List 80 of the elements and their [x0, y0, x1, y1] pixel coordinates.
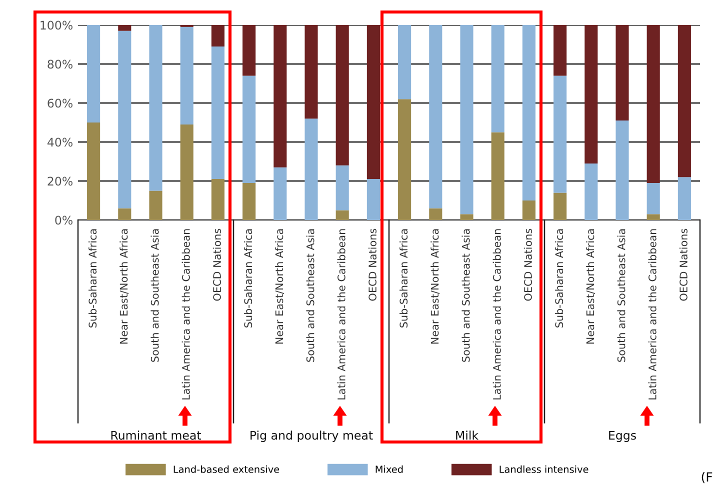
bar: [460, 214, 474, 220]
bar: [646, 214, 660, 220]
x-tick-label: Sub-Saharan Africa: [244, 229, 252, 328]
x-tick-label: Latin America and the Caribbean: [182, 229, 190, 400]
x-tick-label: Sub-Saharan Africa: [88, 229, 97, 328]
bar: [211, 25, 224, 46]
bar: [242, 76, 256, 183]
x-tick-label: Latin America and the Caribbean: [337, 229, 346, 400]
bar: [616, 25, 629, 121]
bar: [429, 208, 442, 220]
bar: [678, 25, 691, 178]
x-tick-label: Near East/North Africa: [120, 229, 128, 344]
y-tick-label: 80%: [48, 60, 72, 69]
bar: [678, 177, 691, 220]
bar: [242, 25, 256, 76]
bar: [554, 76, 567, 193]
x-tick-label: OECD Nations: [524, 228, 532, 301]
y-tick-label: 100%: [40, 20, 72, 30]
legend-label: Land-based extensive: [174, 465, 280, 473]
bar: [87, 25, 100, 122]
text: (F: [702, 472, 712, 484]
bar: [118, 25, 132, 31]
bar: [118, 208, 132, 220]
y-tick-label: 40%: [47, 138, 72, 147]
bar: [211, 179, 224, 220]
bar: [274, 25, 287, 168]
bar: [584, 163, 598, 220]
bar: [304, 25, 318, 119]
bar: [646, 182, 660, 214]
legend-label: Landless intensive: [500, 465, 588, 473]
text: Milk: [456, 430, 479, 440]
bar: [491, 132, 504, 220]
bar: [211, 46, 224, 180]
y-tick-label: 60%: [48, 98, 72, 108]
bar: [304, 118, 318, 220]
x-tick-label: South and Southeast Asia: [306, 229, 314, 362]
x-tick-label: South and Southeast Asia: [150, 229, 159, 362]
x-tick-label: Near East/North Africa: [275, 229, 284, 344]
bar: [180, 26, 194, 124]
text: Eggs: [609, 430, 636, 442]
bar: [366, 25, 380, 180]
y-tick-label: 0%: [55, 216, 72, 225]
bar: [149, 190, 162, 220]
bar: [242, 182, 256, 220]
bar: [336, 210, 349, 220]
text: Ruminant meat: [111, 430, 202, 440]
text: Pig and poultry meat: [250, 430, 373, 442]
x-tick-label: Latin America and the Caribbean: [492, 229, 501, 400]
bar: [646, 25, 660, 183]
bar: [584, 25, 598, 164]
x-tick-label: OECD Nations: [212, 228, 221, 301]
bar: [149, 25, 162, 191]
x-tick-label: OECD Nations: [679, 228, 688, 301]
x-tick-label: South and Southeast Asia: [462, 229, 470, 362]
legend-label: Mixed: [376, 465, 403, 473]
bar: [616, 120, 629, 220]
bar: [118, 30, 132, 208]
x-tick-label: Sub-Saharan Africa: [555, 229, 564, 328]
bar: [554, 192, 567, 220]
bar: [429, 25, 442, 208]
bar: [336, 25, 349, 166]
bar: [398, 99, 412, 220]
bar: [491, 25, 504, 132]
bar: [336, 165, 349, 210]
bar: [87, 122, 100, 220]
bar: [522, 200, 536, 220]
bar: [366, 179, 380, 220]
bar: [460, 25, 474, 214]
x-tick-label: Near East/North Africa: [586, 229, 595, 344]
x-tick-label: Near East/North Africa: [430, 229, 440, 344]
bar: [274, 167, 287, 220]
x-tick-label: South and Southeast Asia: [617, 229, 626, 362]
x-tick-label: Sub-Saharan Africa: [400, 229, 408, 328]
x-tick-label: Latin America and the Caribbean: [648, 229, 656, 400]
bar: [522, 25, 536, 200]
bar: [554, 25, 567, 76]
bar: [398, 25, 412, 100]
y-tick-label: 20%: [48, 176, 72, 186]
bar: [180, 124, 194, 220]
x-tick-label: OECD Nations: [368, 228, 376, 301]
